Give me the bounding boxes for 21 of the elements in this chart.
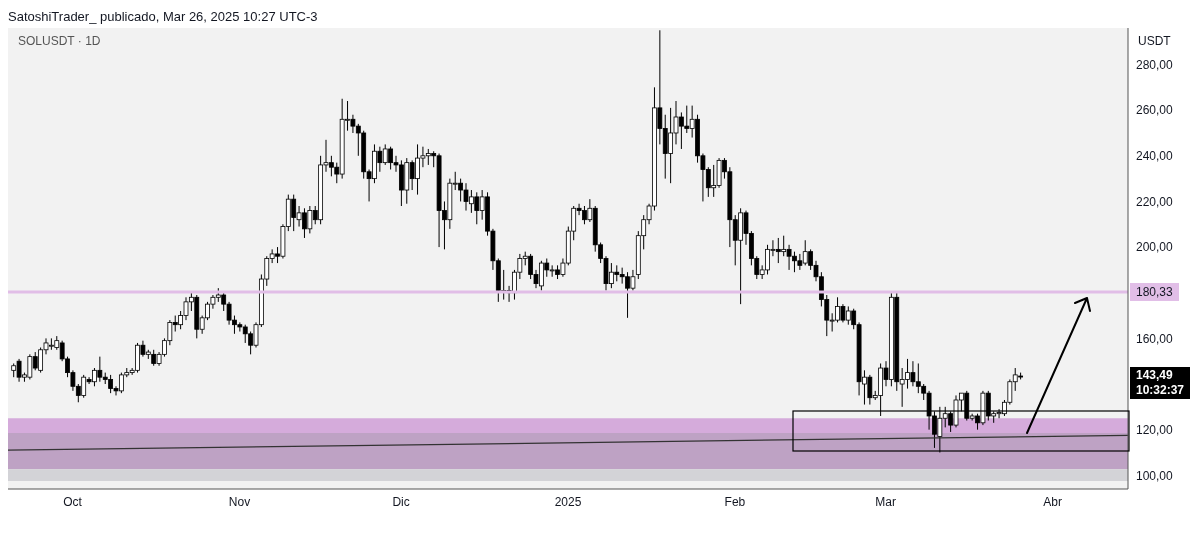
y-tick-label: 120,00 bbox=[1136, 422, 1174, 437]
text: SOLUSDT · 1D bbox=[18, 34, 101, 48]
text: 143,49 bbox=[1136, 368, 1174, 384]
y-tick-label: 280,00 bbox=[1136, 57, 1174, 72]
y-tick-label: 240,00 bbox=[1136, 149, 1174, 164]
x-tick-label: Dic bbox=[392, 494, 410, 509]
y-tick-label: 220,00 bbox=[1136, 194, 1174, 209]
text: 10:32:37 bbox=[1136, 383, 1185, 399]
x-tick-label: Oct bbox=[63, 494, 83, 509]
y-axis-title: USDT bbox=[1134, 32, 1181, 50]
chart-title: SatoshiTrader_ publicado, Mar 26, 2025 10:27 UTC-3 bbox=[8, 8, 319, 26]
y-tick-label: 200,00 bbox=[1136, 240, 1174, 255]
x-tick-label: Mar bbox=[875, 494, 897, 509]
y-tick-label: 260,00 bbox=[1136, 103, 1174, 118]
x-tick-label: Nov bbox=[228, 494, 251, 509]
y-tick-label: 160,00 bbox=[1136, 331, 1174, 346]
y-tick-label: 100,00 bbox=[1136, 468, 1174, 483]
ref-line-label: 180,33 bbox=[1130, 282, 1179, 301]
x-tick-label: Abr bbox=[1043, 494, 1062, 509]
x-tick-label: Feb bbox=[724, 494, 746, 509]
x-tick-label: 2025 bbox=[554, 494, 582, 509]
